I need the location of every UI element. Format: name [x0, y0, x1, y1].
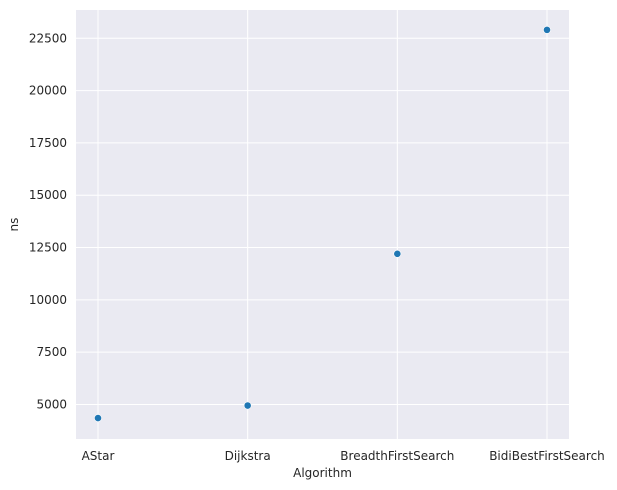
data-point [393, 249, 402, 258]
data-point [243, 401, 252, 410]
x-tick-labels: AStar Dijkstra BreadthFirstSearch BidiBestF… [82, 449, 605, 463]
x-axis-label: Algorithm [293, 466, 352, 480]
plot-area [76, 10, 569, 439]
y-tick-labels: 5000 7500 10000 12500 15000 17500 20000 22500 [29, 31, 67, 411]
y-tick-label: 12500 [29, 241, 67, 255]
y-tick-label: 5000 [36, 397, 67, 411]
data-point [543, 25, 551, 34]
x-tick-label: BreadthFirstSearch [340, 449, 454, 463]
y-tick-label: 10000 [29, 293, 67, 307]
y-tick-label: 15000 [29, 188, 67, 202]
data-point [94, 414, 102, 422]
y-tick-label: 17500 [29, 136, 67, 150]
y-tick-label: 22500 [29, 31, 67, 45]
x-tick-label: AStar [82, 449, 115, 463]
grid-lines [76, 10, 569, 439]
x-tick-label: BidiBestFirstSearch [489, 449, 605, 463]
data-points [94, 25, 551, 422]
x-tick-label: Dijkstra [225, 449, 271, 463]
y-axis-label: ns [7, 218, 21, 232]
y-tick-label: 7500 [36, 345, 67, 359]
y-tick-label: 20000 [29, 84, 67, 98]
